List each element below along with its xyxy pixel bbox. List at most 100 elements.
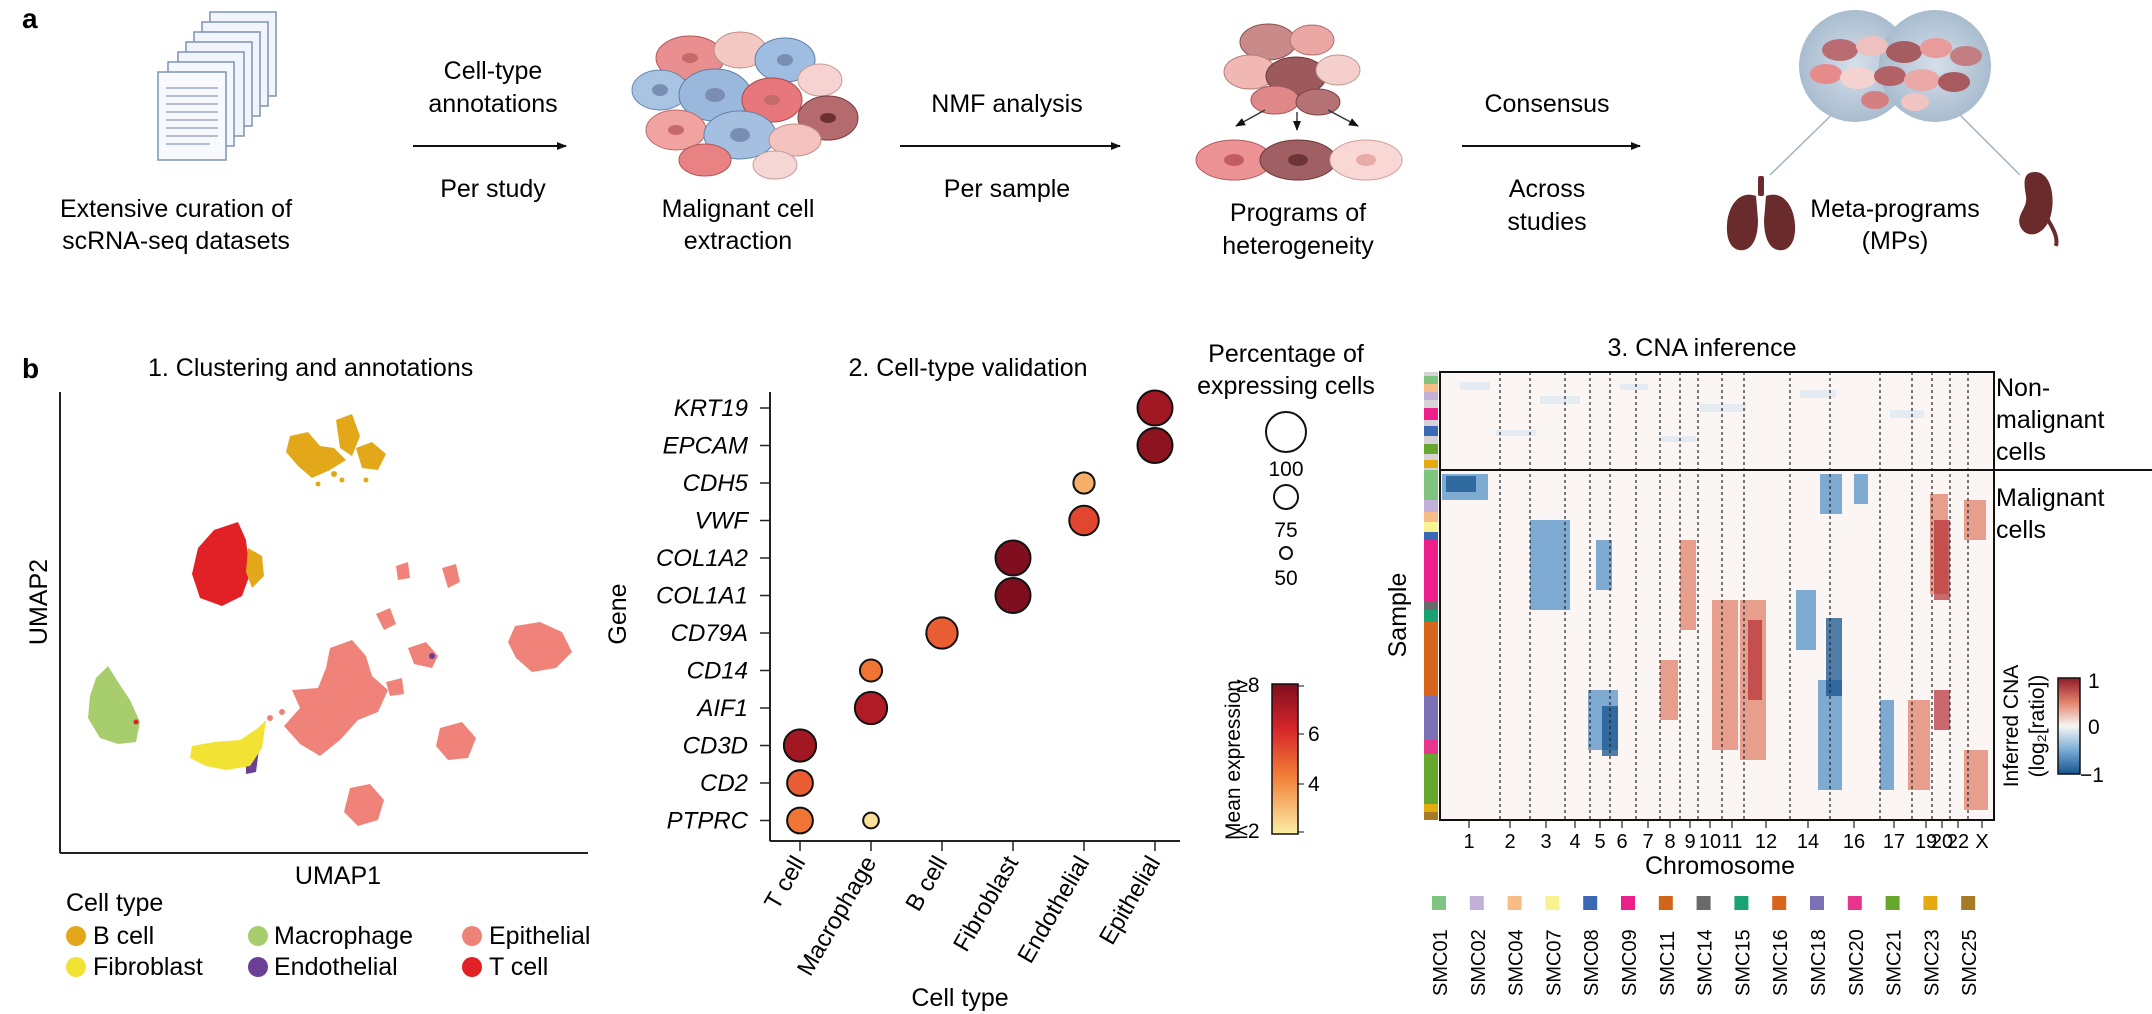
umap-ylabel: UMAP2 bbox=[25, 559, 53, 645]
step4-caption-1: Meta-programs bbox=[1810, 195, 1980, 223]
legend-swatch-fibroblast bbox=[66, 957, 86, 977]
label-malignant-1: Malignant bbox=[1996, 484, 2104, 512]
arrow1-above-2: annotations bbox=[428, 90, 557, 118]
dot-cd79a-b-cell bbox=[925, 616, 959, 650]
cluster-fibroblast bbox=[190, 720, 266, 770]
dot-ptprc-macrophage bbox=[862, 811, 880, 830]
dot-cd3d-t-cell bbox=[782, 728, 818, 763]
dotplot-marks bbox=[782, 389, 1174, 835]
chromosome-label: 4 bbox=[1569, 831, 1580, 853]
dot-epcam-epithelial bbox=[1136, 427, 1174, 464]
dot-cd14-macrophage bbox=[858, 658, 884, 683]
dotplot-xlabel: Cell type bbox=[911, 984, 1008, 1012]
dotplot-ticks bbox=[760, 407, 1156, 851]
celltype-label: Endothelial bbox=[1012, 852, 1095, 968]
sample-swatch bbox=[1469, 896, 1484, 910]
panel-b-label: b bbox=[22, 353, 39, 384]
chromosome-label: 12 bbox=[1755, 831, 1777, 853]
chromosome-label: 2 bbox=[1504, 831, 1515, 853]
size-legend-circle-100 bbox=[1265, 411, 1307, 453]
sample-swatch bbox=[1847, 896, 1862, 910]
sample-label: SMC11 bbox=[1657, 931, 1679, 996]
cluster-macrophage bbox=[88, 666, 140, 744]
sample-swatch bbox=[1810, 896, 1824, 910]
gene-label: KRT19 bbox=[674, 395, 748, 422]
cna-colorbar-tick-1: 1 bbox=[2088, 670, 2100, 693]
chromosome-label: 14 bbox=[1797, 831, 1819, 853]
gene-label: CD3D bbox=[683, 733, 748, 760]
sample-label: SMC23 bbox=[1921, 929, 1943, 996]
cna-colorbar-title-2: (log₂[ratio]) bbox=[2026, 675, 2049, 778]
celltype-label: B cell bbox=[900, 852, 953, 916]
chromosome-label: 8 bbox=[1664, 831, 1675, 853]
documents-icon bbox=[157, 11, 277, 161]
gene-label: VWF bbox=[695, 508, 750, 535]
step3-caption-1: Programs of bbox=[1230, 199, 1366, 227]
panel-a-label: a bbox=[22, 3, 38, 34]
cluster-t-cell bbox=[192, 522, 264, 606]
dotplot-title: 2. Cell-type validation bbox=[848, 354, 1087, 382]
gene-label: COL1A2 bbox=[656, 545, 748, 572]
cna-chromosome-dividers bbox=[1499, 372, 1969, 820]
sample-swatch bbox=[1545, 896, 1560, 910]
umap-legend-title: Cell type bbox=[66, 889, 163, 917]
legend-label-fibroblast: Fibroblast bbox=[93, 953, 203, 981]
chromosome-label: 9 bbox=[1684, 831, 1695, 853]
meta-programs-icon bbox=[1769, 10, 2021, 176]
gene-label: CD2 bbox=[700, 770, 748, 797]
cna-sample-sidebar bbox=[1424, 372, 1438, 820]
sample-label: SMC20 bbox=[1846, 929, 1868, 996]
step3-caption-2: heterogeneity bbox=[1222, 232, 1374, 260]
arrow3-above: Consensus bbox=[1484, 90, 1609, 118]
celltype-label: T cell bbox=[759, 852, 811, 915]
legend-swatch-b-cell bbox=[66, 926, 86, 946]
step1-caption-1: Extensive curation of bbox=[60, 195, 292, 223]
gene-label: EPCAM bbox=[663, 433, 748, 460]
legend-swatch-epithelial bbox=[462, 926, 482, 946]
sample-swatch bbox=[1696, 896, 1711, 910]
label-nonmalignant-2: malignant bbox=[1996, 406, 2104, 434]
sample-swatch bbox=[1621, 896, 1635, 910]
gene-label: AIF1 bbox=[695, 695, 748, 722]
dot-ptprc-t-cell bbox=[786, 806, 814, 835]
step4-caption-2: (MPs) bbox=[1862, 227, 1929, 255]
size-legend-label-50: 50 bbox=[1274, 567, 1297, 590]
size-legend-label-75: 75 bbox=[1274, 519, 1297, 542]
dot-col1a2-fibroblast bbox=[994, 539, 1032, 577]
cluster-epithelial bbox=[267, 562, 572, 826]
dotplot-ylabel: Gene bbox=[604, 583, 632, 644]
kidney-icon bbox=[2019, 172, 2059, 247]
arrow2-above: NMF analysis bbox=[931, 90, 1082, 118]
cna-colorbar-title-1: Inferred CNA bbox=[2000, 665, 2023, 788]
sample-label: SMC14 bbox=[1695, 929, 1717, 996]
gene-label: CD79A bbox=[671, 620, 748, 647]
dot-vwf-endothelial bbox=[1068, 504, 1100, 537]
chromosome-label: X bbox=[1975, 831, 1988, 853]
lungs-icon bbox=[1726, 176, 1796, 251]
sample-swatch bbox=[1658, 896, 1673, 910]
arrow2-below: Per sample bbox=[944, 175, 1070, 203]
cna-heatmap bbox=[1439, 371, 2152, 821]
chromosome-label: 20 bbox=[1931, 831, 1953, 853]
tumor-cells-icon bbox=[631, 31, 859, 180]
arrow1-above-1: Cell-type bbox=[444, 57, 543, 85]
chromosome-label: 16 bbox=[1843, 831, 1865, 853]
dot-cdh5-endothelial bbox=[1072, 471, 1096, 495]
arrow3-below-2: studies bbox=[1507, 208, 1586, 236]
step1-caption-2: scRNA-seq datasets bbox=[62, 227, 290, 255]
colorbar-title: Mean expression bbox=[1222, 680, 1245, 840]
cluster-b-cell bbox=[286, 414, 386, 487]
chromosome-label: 6 bbox=[1616, 831, 1627, 853]
colorbar-tick-6: 6 bbox=[1308, 723, 1320, 746]
arrow1-below: Per study bbox=[440, 175, 546, 203]
sample-label: SMC04 bbox=[1506, 929, 1528, 996]
chromosome-label: 17 bbox=[1883, 831, 1905, 853]
arrow3-below-1: Across bbox=[1509, 175, 1585, 203]
size-legend: 100 75 50 bbox=[1265, 411, 1307, 590]
chromosome-label: 22 bbox=[1947, 831, 1969, 853]
legend-label-endothelial: Endothelial bbox=[274, 953, 398, 981]
legend-swatch-t-cell bbox=[462, 957, 482, 977]
celltype-label: Epithelial bbox=[1094, 852, 1166, 950]
cna-title: 3. CNA inference bbox=[1608, 334, 1797, 362]
